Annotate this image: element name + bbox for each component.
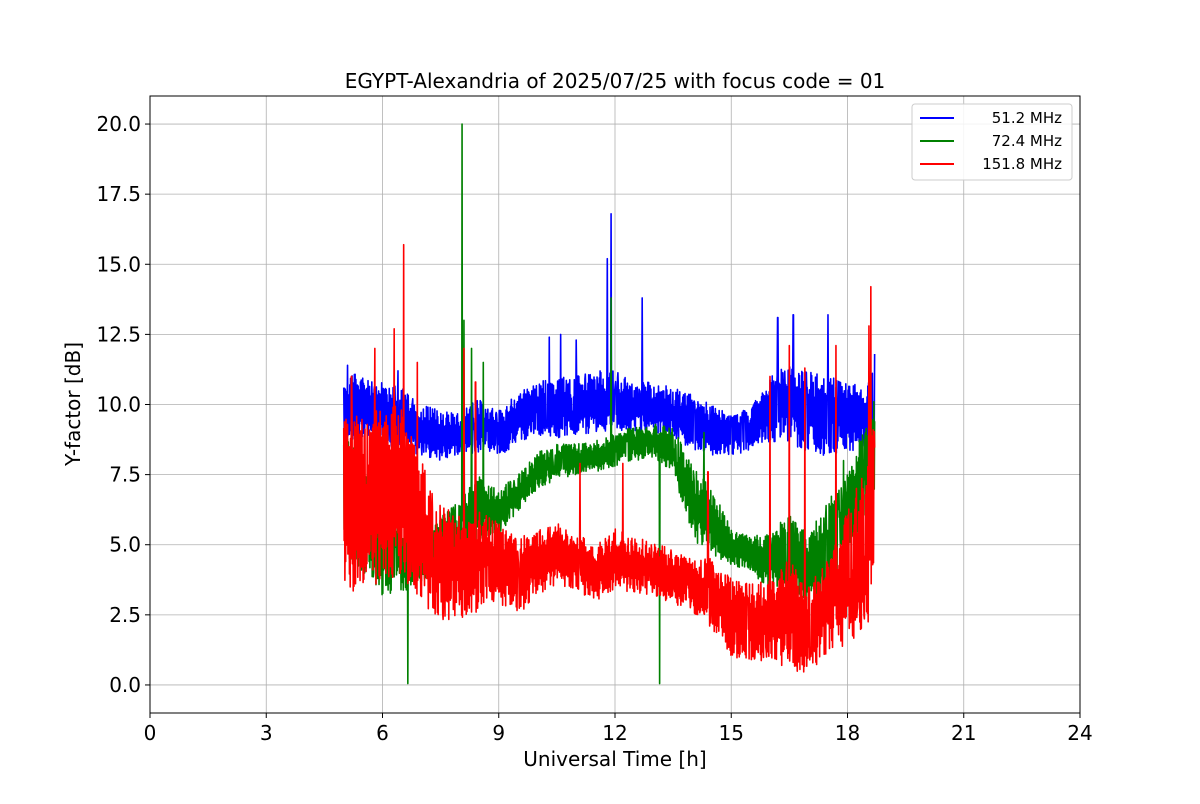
legend: 51.2 MHz 72.4 MHz 151.8 MHz xyxy=(911,103,1073,181)
series-layer xyxy=(342,123,876,685)
y-tick-label: 2.5 xyxy=(109,603,141,627)
x-tick-label: 6 xyxy=(376,721,389,745)
x-axis-label: Universal Time [h] xyxy=(523,747,706,771)
y-axis-ticks: 0.0 2.5 5.0 7.5 10.0 12.5 15.0 17.5 20.0 xyxy=(96,112,150,697)
x-tick-label: 18 xyxy=(835,721,860,745)
y-axis-label: Y-factor [dB] xyxy=(61,342,85,467)
series-line-151-8-mhz xyxy=(342,243,876,673)
y-tick-label: 7.5 xyxy=(109,463,141,487)
y-tick-label: 5.0 xyxy=(109,533,141,557)
y-tick-label: 0.0 xyxy=(109,673,141,697)
x-axis-ticks: 0 3 6 9 12 15 18 21 24 xyxy=(144,713,1093,745)
x-tick-label: 0 xyxy=(144,721,157,745)
legend-items: 51.2 MHz 72.4 MHz 151.8 MHz xyxy=(920,109,1062,173)
legend-box xyxy=(911,103,1073,181)
x-tick-label: 24 xyxy=(1067,721,1092,745)
x-tick-label: 12 xyxy=(602,721,627,745)
x-tick-label: 15 xyxy=(719,721,744,745)
y-tick-label: 20.0 xyxy=(96,112,141,136)
x-tick-label: 3 xyxy=(260,721,273,745)
y-tick-label: 17.5 xyxy=(96,182,141,206)
y-tick-label: 12.5 xyxy=(96,322,141,346)
x-tick-label: 9 xyxy=(492,721,505,745)
y-tick-label: 15.0 xyxy=(96,252,141,276)
x-tick-label: 21 xyxy=(951,721,976,745)
chart-title: EGYPT-Alexandria of 2025/07/25 with focu… xyxy=(345,69,886,93)
legend-label-51-2-mhz: 51.2 MHz xyxy=(992,109,1062,127)
legend-label-72-4-mhz: 72.4 MHz xyxy=(992,132,1062,150)
series-line-51-2-mhz xyxy=(342,212,876,461)
legend-label-151-8-mhz: 151.8 MHz xyxy=(982,155,1062,173)
y-tick-label: 10.0 xyxy=(96,393,141,417)
